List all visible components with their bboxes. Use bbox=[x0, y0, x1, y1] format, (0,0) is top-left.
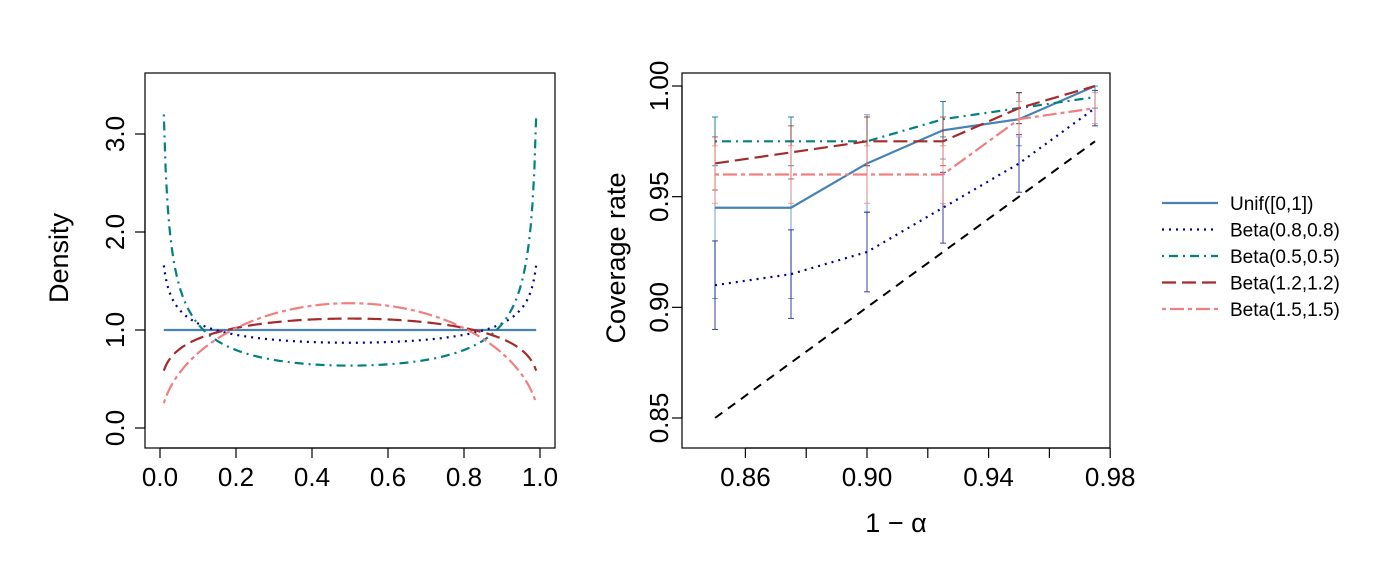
density-y-tick-label: 3.0 bbox=[100, 116, 130, 152]
legend-label: Beta(0.8,0.8) bbox=[1230, 221, 1340, 242]
coverage-series-beta-0-8-0-8 bbox=[712, 89, 1098, 330]
density-x-axis: 0.0 0.2 0.4 0.6 0.8 1.0 bbox=[142, 447, 558, 492]
legend: Unif([0,1]) Beta(0.8,0.8) Beta(0.5,0.5) Bet… bbox=[1162, 194, 1340, 321]
density-x-tick-label: 0.8 bbox=[446, 462, 482, 492]
legend-item-unif-0-1: Unif([0,1]) bbox=[1162, 194, 1313, 215]
coverage-y-tick-label: 1.00 bbox=[644, 61, 674, 112]
coverage-series-beta-1-5-1-5 bbox=[712, 92, 1098, 204]
coverage-x-label: 1 − α bbox=[865, 508, 926, 538]
error-bar bbox=[788, 145, 794, 204]
coverage-y-axis: 0.85 0.90 0.95 1.00 bbox=[644, 61, 683, 444]
legend-item-beta-1-2-1-2: Beta(1.2,1.2) bbox=[1162, 274, 1340, 295]
density-panel: 0.0 0.2 0.4 0.6 0.8 1.0 0.0 1.0 2.0 3.0 Density bbox=[44, 72, 558, 492]
coverage-line bbox=[715, 84, 1096, 209]
coverage-series-unif-0-1 bbox=[712, 84, 1096, 299]
density-x-tick-label: 0.6 bbox=[370, 462, 406, 492]
coverage-plot-box bbox=[681, 72, 1111, 449]
coverage-y-tick-label: 0.90 bbox=[644, 282, 674, 333]
density-curve-beta-0-8-0-8 bbox=[162, 265, 538, 344]
coverage-y-tick-label: 0.85 bbox=[644, 393, 674, 444]
coverage-reference-line bbox=[714, 140, 1096, 419]
density-y-tick-label: 1.0 bbox=[100, 312, 130, 348]
density-y-tick-label: 2.0 bbox=[100, 214, 130, 250]
legend-label: Beta(0.5,0.5) bbox=[1230, 247, 1340, 268]
coverage-series-beta-0-5-0-5 bbox=[712, 85, 1098, 167]
coverage-x-tick-label: 0.90 bbox=[842, 462, 893, 492]
coverage-x-tick-label: 0.98 bbox=[1085, 462, 1136, 492]
coverage-panel: 0.86 0.90 0.94 0.98 0.85 0.90 0.95 1.00 Covera… bbox=[601, 61, 1136, 538]
coverage-curves bbox=[712, 84, 1098, 330]
density-curve-beta-0-5-0-5 bbox=[162, 114, 538, 367]
coverage-line bbox=[715, 95, 1096, 143]
legend-label: Beta(1.2,1.2) bbox=[1230, 274, 1340, 295]
coverage-line bbox=[714, 84, 1096, 165]
coverage-reference-diagonal bbox=[714, 140, 1096, 419]
density-curve-beta-1-5-1-5 bbox=[162, 302, 538, 404]
density-x-tick-label: 0.2 bbox=[218, 462, 254, 492]
legend-item-beta-0-5-0-5: Beta(0.5,0.5) bbox=[1162, 247, 1340, 268]
density-x-tick-label: 0.0 bbox=[142, 462, 178, 492]
coverage-y-label: Coverage rate bbox=[601, 172, 631, 343]
density-y-axis: 0.0 1.0 2.0 3.0 bbox=[100, 116, 146, 446]
coverage-y-tick-label: 0.95 bbox=[644, 171, 674, 222]
density-curve-beta-1-2-1-2 bbox=[162, 317, 538, 372]
density-plot-box bbox=[144, 72, 556, 449]
density-curves bbox=[162, 114, 538, 404]
legend-item-beta-0-8-0-8: Beta(0.8,0.8) bbox=[1162, 221, 1340, 242]
coverage-x-tick-label: 0.94 bbox=[963, 462, 1014, 492]
legend-label: Unif([0,1]) bbox=[1230, 194, 1313, 215]
coverage-x-axis: 0.86 0.90 0.94 0.98 bbox=[720, 447, 1136, 492]
density-y-label: Density bbox=[44, 212, 74, 303]
legend-item-beta-1-5-1-5: Beta(1.5,1.5) bbox=[1162, 300, 1340, 321]
error-bar bbox=[788, 229, 794, 319]
coverage-line bbox=[714, 107, 1096, 287]
density-x-tick-label: 1.0 bbox=[522, 462, 558, 492]
coverage-x-tick-label: 0.86 bbox=[720, 462, 771, 492]
density-x-tick-label: 0.4 bbox=[294, 462, 330, 492]
coverage-line bbox=[715, 107, 1096, 176]
density-y-tick-label: 0.0 bbox=[100, 410, 130, 446]
legend-label: Beta(1.5,1.5) bbox=[1230, 300, 1340, 321]
